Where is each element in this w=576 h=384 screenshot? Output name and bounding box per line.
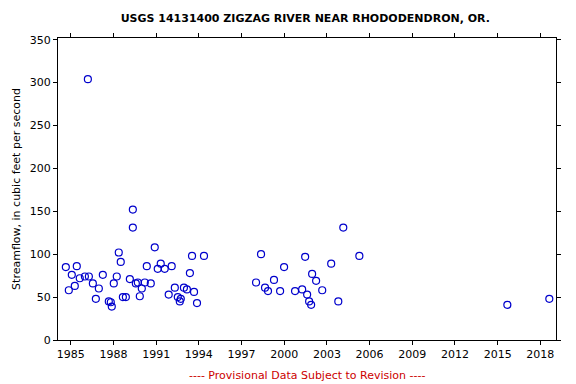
svg-text:1997: 1997 <box>228 348 256 361</box>
svg-text:USGS 14131400 ZIGZAG RIVER NEA: USGS 14131400 ZIGZAG RIVER NEAR RHODODEN… <box>121 12 490 25</box>
svg-text:---- Provisional Data Subject: ---- Provisional Data Subject to Revisio… <box>189 369 425 382</box>
svg-text:0: 0 <box>44 334 51 347</box>
svg-text:Streamflow, in cubic feet per: Streamflow, in cubic feet per second <box>10 88 23 290</box>
svg-text:1991: 1991 <box>142 348 170 361</box>
svg-text:250: 250 <box>30 119 51 132</box>
svg-text:1988: 1988 <box>99 348 127 361</box>
svg-text:2018: 2018 <box>526 348 554 361</box>
svg-text:50: 50 <box>37 291 51 304</box>
svg-text:2012: 2012 <box>441 348 469 361</box>
svg-text:350: 350 <box>30 34 51 47</box>
svg-text:1985: 1985 <box>57 348 85 361</box>
svg-text:2000: 2000 <box>270 348 298 361</box>
svg-text:1994: 1994 <box>185 348 213 361</box>
svg-text:150: 150 <box>30 205 51 218</box>
svg-text:200: 200 <box>30 162 51 175</box>
svg-text:2003: 2003 <box>313 348 341 361</box>
svg-text:2006: 2006 <box>356 348 384 361</box>
svg-text:300: 300 <box>30 76 51 89</box>
svg-text:100: 100 <box>30 248 51 261</box>
svg-text:2015: 2015 <box>484 348 512 361</box>
svg-text:2009: 2009 <box>398 348 426 361</box>
